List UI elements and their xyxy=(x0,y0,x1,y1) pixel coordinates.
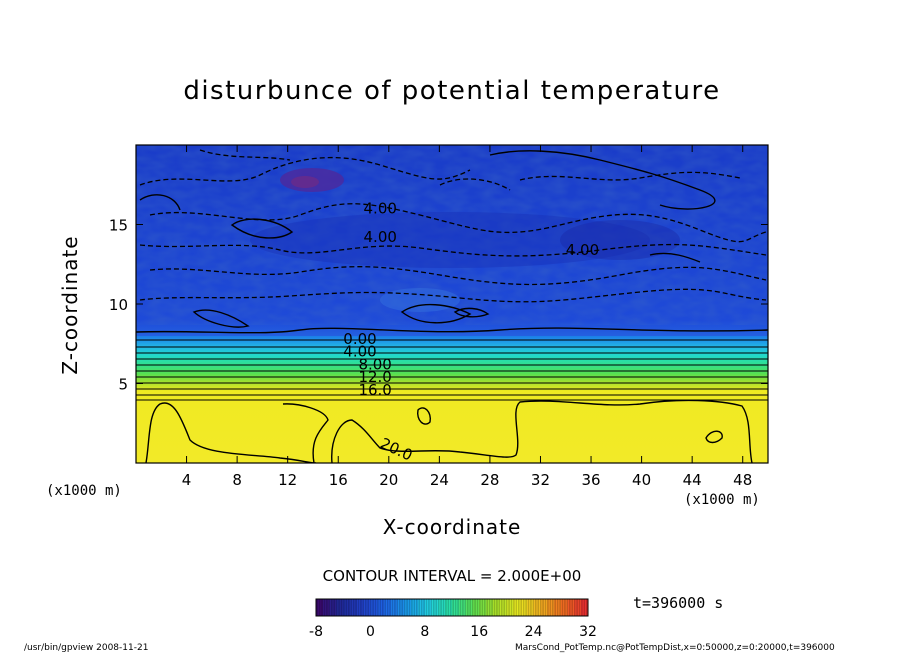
colorbar-swatch xyxy=(424,599,432,616)
colorbar-swatch xyxy=(452,599,460,616)
colorbar-tick-label: 0 xyxy=(366,624,375,640)
contour-label: 8.00 xyxy=(358,355,391,373)
colorbar-swatch xyxy=(526,599,534,616)
colorbar-swatch xyxy=(322,599,330,616)
colorbar-tick-label: -8 xyxy=(309,624,323,640)
y-tick-label: 5 xyxy=(118,376,128,394)
contour-label: 4.00 xyxy=(364,228,397,246)
x-tick-label: 4 xyxy=(182,471,192,489)
colorbar-swatch xyxy=(479,599,487,616)
contour-label: 12.0 xyxy=(358,368,391,386)
time-label: t=396000 s xyxy=(633,594,724,612)
colorbar-tick-label: 16 xyxy=(470,624,488,640)
colorbar-tick-label: 32 xyxy=(579,624,597,640)
footer-left: /usr/bin/gpview 2008-11-21 xyxy=(24,643,149,653)
x-tick-label: 44 xyxy=(683,471,702,489)
colorbar-swatch xyxy=(384,599,392,616)
x-tick-label: 20 xyxy=(379,471,398,489)
colorbar-swatch xyxy=(574,599,582,616)
colorbar-swatch xyxy=(486,599,494,616)
colorbar-swatch xyxy=(316,599,324,616)
colorbar-swatch xyxy=(350,599,358,616)
contour-label: 0.00 xyxy=(343,330,376,348)
colorbar-swatch xyxy=(547,599,555,616)
colorbar-swatch xyxy=(540,599,548,616)
colorbar-swatch xyxy=(356,599,364,616)
colorbar-swatch xyxy=(458,599,466,616)
chart-title: disturbunce of potential temperature xyxy=(183,76,721,106)
footer-right: MarsCond_PotTemp.nc@PotTempDist,x=0:5000… xyxy=(515,643,835,653)
colorbar-swatch xyxy=(472,599,480,616)
contour-label: 16.0 xyxy=(358,381,391,399)
colorbar-tick-label: 8 xyxy=(420,624,429,640)
colorbar-swatch xyxy=(567,599,575,616)
x-axis-label: X-coordinate xyxy=(382,515,522,539)
x-tick-label: 48 xyxy=(733,471,752,489)
x-tick-label: 28 xyxy=(480,471,499,489)
colorbar-swatch xyxy=(336,599,344,616)
colorbar-swatch xyxy=(560,599,568,616)
colorbar-frame xyxy=(315,598,589,617)
contour-label: 4.00 xyxy=(364,200,397,218)
colorbar-swatch xyxy=(520,599,528,616)
colorbar-swatch xyxy=(438,599,446,616)
x-unit-right: (x1000 m) xyxy=(684,492,760,508)
colorbar-swatch xyxy=(370,599,378,616)
colorbar-swatch xyxy=(329,599,337,616)
colorbar-swatch xyxy=(465,599,473,616)
colorbar-swatch xyxy=(513,599,521,616)
contour-interval-label: CONTOUR INTERVAL = 2.000E+00 xyxy=(322,567,582,585)
colorbar-swatch xyxy=(533,599,541,616)
colorbar-tick-label: 24 xyxy=(525,624,543,640)
contour-label: 4.00 xyxy=(343,343,376,361)
contour-label: 4.00 xyxy=(566,241,599,259)
colorbar-swatch xyxy=(499,599,507,616)
colorbar-swatch xyxy=(554,599,562,616)
colorbar-swatch xyxy=(377,599,385,616)
colorbar-swatch xyxy=(418,599,426,616)
colorbar-swatch xyxy=(404,599,412,616)
x-tick-label: 40 xyxy=(632,471,651,489)
x-unit-left: (x1000 m) xyxy=(46,483,122,499)
colorbar-swatch xyxy=(581,599,589,616)
contour-field xyxy=(136,145,768,463)
colorbar-swatch xyxy=(390,599,398,616)
x-tick-label: 8 xyxy=(232,471,242,489)
x-tick-label: 32 xyxy=(531,471,550,489)
colorbar-swatch xyxy=(363,599,371,616)
x-tick-label: 16 xyxy=(329,471,348,489)
y-axis-label: Z-coordinate xyxy=(58,235,82,375)
y-tick-label: 10 xyxy=(109,296,128,314)
colorbar-swatch xyxy=(397,599,405,616)
y-tick-label: 15 xyxy=(109,217,128,235)
x-tick-label: 12 xyxy=(278,471,297,489)
colorbar-swatch xyxy=(431,599,439,616)
x-tick-label: 36 xyxy=(581,471,600,489)
colorbar-swatch xyxy=(506,599,514,616)
colorbar-swatch xyxy=(492,599,500,616)
x-tick-label: 24 xyxy=(430,471,449,489)
colorbar-swatch xyxy=(343,599,351,616)
colorbar-swatch xyxy=(411,599,419,616)
colorbar-swatch xyxy=(445,599,453,616)
